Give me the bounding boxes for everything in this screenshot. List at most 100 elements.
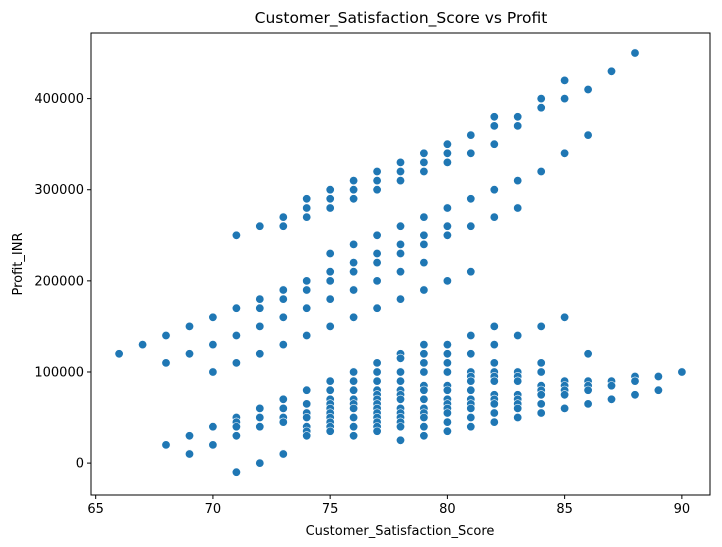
x-tick-label: 70 (205, 502, 222, 517)
data-point (442, 148, 452, 158)
data-point (278, 403, 288, 413)
data-point (442, 367, 452, 377)
data-point (466, 412, 476, 422)
data-point (395, 167, 405, 177)
data-point (395, 422, 405, 432)
points-layer (114, 48, 687, 477)
data-point (395, 249, 405, 259)
data-point (372, 230, 382, 240)
data-point (419, 385, 429, 395)
data-point (395, 367, 405, 377)
data-point (489, 321, 499, 331)
data-point (349, 431, 359, 441)
y-axis-ticks: 0 100000 200000 300000 400000 (34, 92, 91, 472)
data-point (302, 203, 312, 213)
data-point (231, 330, 241, 340)
data-point (419, 258, 429, 268)
y-tick-label: 300000 (34, 183, 84, 198)
data-point (185, 431, 195, 441)
data-point (325, 321, 335, 331)
data-point (185, 449, 195, 459)
data-point (442, 203, 452, 213)
data-point (208, 340, 218, 350)
data-point (325, 376, 335, 386)
data-point (208, 367, 218, 377)
data-point (208, 422, 218, 432)
data-point (372, 167, 382, 177)
data-point (302, 412, 312, 422)
data-point (419, 367, 429, 377)
data-point (349, 239, 359, 249)
data-point (419, 230, 429, 240)
data-point (185, 321, 195, 331)
data-point (419, 431, 429, 441)
data-point (255, 403, 265, 413)
data-point (560, 94, 570, 104)
y-tick-label: 200000 (34, 274, 84, 289)
data-point (372, 426, 382, 436)
data-point (325, 249, 335, 259)
data-point (536, 167, 546, 177)
data-point (349, 285, 359, 295)
y-tick-label: 400000 (34, 92, 84, 107)
data-point (513, 412, 523, 422)
data-point (466, 194, 476, 204)
data-point (419, 157, 429, 167)
data-point (489, 358, 499, 368)
data-point (630, 390, 640, 400)
data-point (489, 139, 499, 149)
x-axis-ticks: 65 70 75 80 85 90 (87, 495, 690, 517)
data-point (513, 112, 523, 122)
data-point (372, 358, 382, 368)
data-point (255, 412, 265, 422)
data-point (536, 408, 546, 418)
data-point (395, 435, 405, 445)
data-point (489, 408, 499, 418)
data-point (489, 121, 499, 131)
data-point (349, 185, 359, 195)
chart-title: Customer_Satisfaction_Score vs Profit (255, 9, 548, 28)
data-point (536, 367, 546, 377)
data-point (372, 185, 382, 195)
data-point (302, 303, 312, 313)
plot-area-frame (90, 32, 711, 496)
data-point (208, 312, 218, 322)
x-tick-label: 65 (87, 502, 104, 517)
data-point (513, 330, 523, 340)
data-point (583, 399, 593, 409)
data-point (419, 148, 429, 158)
x-axis-label: Customer_Satisfaction_Score (306, 524, 495, 539)
data-point (489, 376, 499, 386)
data-point (583, 385, 593, 395)
x-tick-label: 80 (439, 502, 456, 517)
data-point (489, 112, 499, 122)
data-point (466, 385, 476, 395)
data-point (442, 426, 452, 436)
data-point (442, 385, 452, 395)
data-point (606, 394, 616, 404)
data-point (302, 285, 312, 295)
data-point (395, 294, 405, 304)
data-point (560, 75, 570, 85)
data-point (419, 340, 429, 350)
data-point (349, 194, 359, 204)
data-point (419, 167, 429, 177)
data-point (302, 431, 312, 441)
data-point (395, 353, 405, 363)
data-point (583, 85, 593, 95)
data-point (278, 417, 288, 427)
data-point (325, 385, 335, 395)
data-point (630, 48, 640, 58)
data-point (302, 276, 312, 286)
data-point (419, 422, 429, 432)
data-point (466, 403, 476, 413)
data-point (466, 422, 476, 432)
data-point (302, 212, 312, 222)
data-point (560, 148, 570, 158)
data-point (185, 349, 195, 359)
data-point (513, 203, 523, 213)
data-point (349, 412, 359, 422)
data-point (442, 139, 452, 149)
